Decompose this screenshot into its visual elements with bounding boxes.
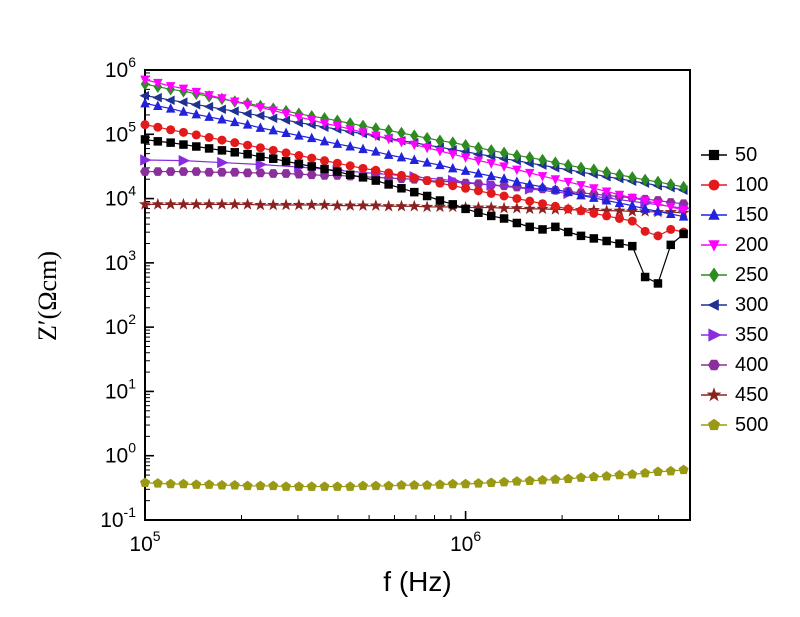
legend-item: 450 xyxy=(698,380,768,410)
svg-text:101: 101 xyxy=(105,375,136,403)
legend-item: 50 xyxy=(698,140,768,170)
legend-marker-icon xyxy=(698,294,730,316)
svg-text:106: 106 xyxy=(450,528,481,556)
legend-marker-icon xyxy=(698,144,730,166)
legend-item: 150 xyxy=(698,200,768,230)
legend-label: 50 xyxy=(735,143,758,166)
legend-marker-icon xyxy=(698,174,730,196)
legend-label: 350 xyxy=(735,323,769,346)
legend-label: 150 xyxy=(735,203,769,226)
legend-item: 300 xyxy=(698,290,768,320)
legend-label: 250 xyxy=(735,263,769,286)
legend-marker-icon xyxy=(698,324,730,346)
legend-item: 350 xyxy=(698,320,768,350)
legend-item: 250 xyxy=(698,260,768,290)
svg-text:102: 102 xyxy=(105,311,136,339)
legend-marker-icon xyxy=(698,384,730,406)
legend-marker-icon xyxy=(698,414,730,436)
svg-text:105: 105 xyxy=(129,528,160,556)
legend-item: 500 xyxy=(698,410,768,440)
svg-text:10-1: 10-1 xyxy=(100,504,136,532)
legend-marker-icon xyxy=(698,354,730,376)
svg-text:103: 103 xyxy=(105,247,136,275)
svg-text:104: 104 xyxy=(105,183,136,211)
x-axis-label: f (Hz) xyxy=(383,566,452,597)
legend-label: 450 xyxy=(735,383,769,406)
legend-marker-icon xyxy=(698,234,730,256)
legend-label: 200 xyxy=(735,233,769,256)
legend-item: 200 xyxy=(698,230,768,260)
svg-text:106: 106 xyxy=(105,54,136,82)
legend-label: 300 xyxy=(735,293,769,316)
legend-item: 400 xyxy=(698,350,768,380)
legend-marker-icon xyxy=(698,264,730,286)
y-axis-label: Z′(Ωcm) xyxy=(33,251,62,341)
legend-marker-icon xyxy=(698,204,730,226)
legend-label: 500 xyxy=(735,413,769,436)
legend-label: 100 xyxy=(735,173,769,196)
legend-label: 400 xyxy=(735,353,769,376)
legend: 50 100 150 200 250 300 350 400 450 500 xyxy=(698,140,768,440)
legend-item: 100 xyxy=(698,170,768,200)
svg-text:100: 100 xyxy=(105,440,136,468)
svg-text:105: 105 xyxy=(105,118,136,146)
